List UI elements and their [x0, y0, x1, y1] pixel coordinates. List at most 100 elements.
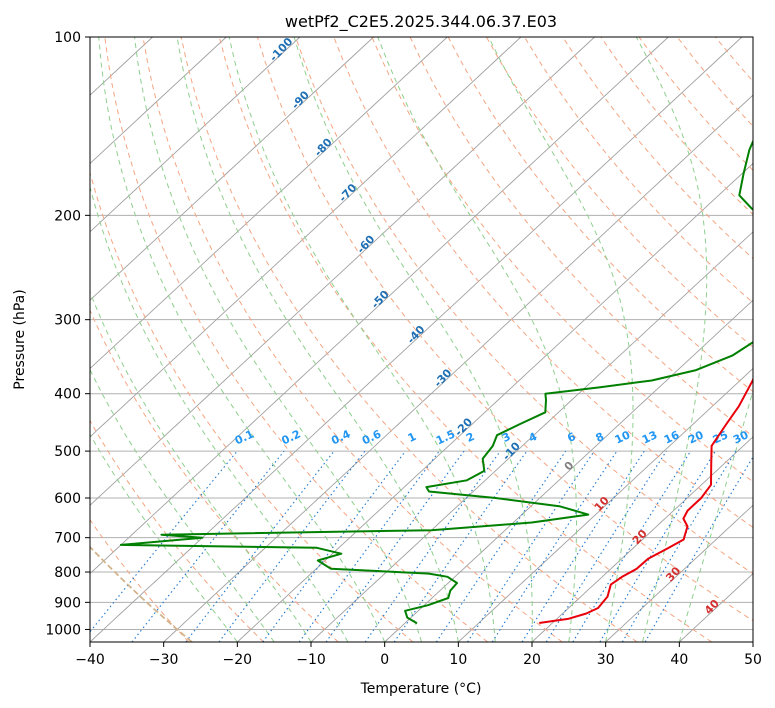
mixing-ratio-label: 0.1 [233, 427, 256, 447]
isotherm-line [531, 436, 753, 642]
isotherm-line [236, 162, 753, 642]
y-tick-label: 900 [54, 595, 81, 611]
x-tick-label: −10 [296, 652, 326, 668]
mixing-ratio-label: 13 [640, 428, 659, 446]
x-tick-label: 0 [380, 652, 389, 668]
mixing-ratio-line [545, 450, 667, 642]
x-tick-label: 20 [523, 652, 541, 668]
background-lines [0, 37, 775, 642]
y-axis: 100 200 300 400 500 600 700 800 900 1000 [45, 30, 90, 638]
moist-adiabat-line [377, 37, 577, 642]
mixing-ratio-line [491, 450, 618, 642]
isotherm-line [90, 37, 595, 506]
dry-adiabat-line [218, 37, 712, 642]
dry-adiabat-line [409, 37, 753, 437]
dewpoint-profile-line [119, 138, 753, 624]
dry-adiabat-line [180, 37, 638, 642]
plot-frame [89, 36, 754, 643]
y-tick-label: 300 [54, 313, 81, 329]
mixing-ratio-label: 16 [662, 428, 682, 446]
mixing-ratio-label: 2 [464, 430, 476, 445]
isotherm-line [0, 37, 5, 642]
isotherm-label: -100 [267, 35, 296, 64]
dry-adiabat-line [676, 37, 753, 127]
chart-title: wetPf2_C2E5.2025.344.06.37.E03 [285, 12, 557, 32]
mixing-ratio-line [325, 450, 465, 642]
dry-adiabat-line [524, 37, 753, 304]
isotherm-line [90, 37, 448, 370]
isotherm-line [384, 299, 753, 642]
dry-adiabat-line [562, 37, 753, 260]
isotherm-line [90, 37, 522, 438]
y-tick-label: 200 [54, 208, 81, 224]
mixing-ratio-line [435, 450, 567, 642]
mixing-ratio-line [599, 450, 716, 642]
isotherm-label: -60 [354, 232, 377, 256]
mixing-ratio-line [131, 450, 285, 642]
isotherm-label: -70 [336, 181, 359, 205]
mixing-ratio-line [467, 450, 595, 642]
x-tick-label: −20 [223, 652, 253, 668]
isotherm-label: -50 [369, 288, 392, 312]
moist-adiabat-line [90, 290, 312, 642]
moist-adiabat-line [293, 37, 533, 642]
dry-adiabat-line [104, 37, 488, 642]
dry-adiabat-line [600, 37, 753, 216]
mixing-ratio-label: 10 [613, 428, 633, 446]
mixing-ratio-label: 8 [594, 430, 606, 445]
mixing-ratio-label: 0.2 [280, 427, 303, 447]
mixing-ratio-line [644, 455, 753, 642]
mixing-ratio-label: 1 [406, 430, 418, 445]
moist-adiabat-line [90, 368, 275, 642]
dry-adiabat-line [90, 518, 190, 642]
isotherm-label: -90 [289, 88, 312, 112]
freezing-curve [90, 545, 193, 642]
dry-adiabat-line [90, 308, 339, 642]
dry-adiabat-line [90, 419, 264, 642]
dry-adiabat-line [295, 37, 753, 575]
x-axis: −40 −30 −20 −10 0 10 20 30 40 50 [75, 642, 762, 668]
moist-adiabat-line [176, 37, 459, 642]
x-tick-label: 50 [744, 652, 762, 668]
y-tick-label: 400 [54, 387, 81, 403]
moist-adiabat-line [90, 184, 349, 642]
y-axis-label: Pressure (hPa) [12, 289, 28, 389]
dry-adiabat-line [371, 37, 753, 483]
y-tick-label: 800 [54, 565, 81, 581]
isotherm-line [457, 367, 753, 642]
isotherm-label: 40 [702, 597, 722, 617]
mixing-ratio-label: 30 [731, 428, 751, 446]
mixing-ratio-line [298, 450, 440, 642]
moist-adiabat-line [678, 388, 753, 642]
x-tick-label: −30 [149, 652, 179, 668]
moist-adiabat-line [98, 37, 386, 642]
y-tick-label: 600 [54, 491, 81, 507]
isotherm-label: 20 [630, 527, 650, 547]
mixing-ratio-line [364, 450, 501, 642]
x-tick-label: 30 [597, 652, 615, 668]
mixing-ratio-line [218, 450, 366, 642]
y-tick-label: 500 [54, 444, 81, 460]
y-tick-label: 1000 [45, 622, 81, 638]
x-tick-label: −40 [75, 652, 105, 668]
mixing-ratio-line [521, 450, 645, 642]
mixing-ratio-label: 20 [686, 428, 706, 446]
dry-adiabat-line [754, 37, 775, 642]
isotherm-label: -10 [500, 439, 523, 463]
isotherm-label: -40 [405, 323, 428, 347]
isotherm-label: -30 [431, 366, 454, 390]
mixing-ratio-line [621, 450, 737, 642]
temperature-profile-line [539, 376, 753, 624]
dry-adiabat-line [333, 37, 753, 528]
mixing-ratio-label: 36 [752, 428, 772, 446]
isotherm-line [90, 37, 374, 301]
moist-adiabat-line [90, 433, 238, 642]
isotherm-line [90, 37, 301, 233]
mixing-ratio-label: 0.4 [329, 427, 352, 447]
isotherm-line [90, 37, 669, 575]
y-tick-label: 100 [54, 30, 81, 46]
isotherm-line [678, 572, 753, 642]
dry-adiabat-line [142, 37, 563, 642]
x-axis-label: Temperature (°C) [360, 681, 482, 697]
